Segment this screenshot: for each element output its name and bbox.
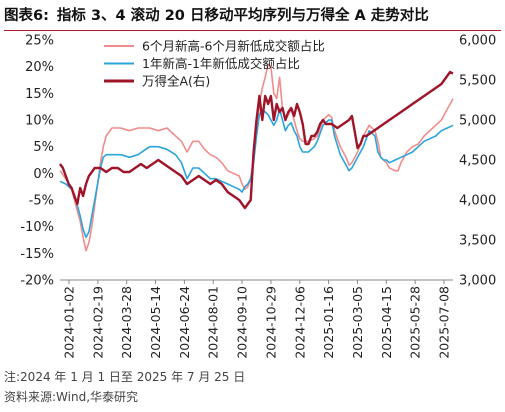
x-tick-label: 2025-07-08 [437, 286, 452, 359]
source-note: 资料来源:Wind,华泰研究 [4, 390, 139, 404]
figure-title: 指标 3、4 滚动 20 日移动平均序列与万得全 A 走势对比 [56, 8, 429, 24]
legend-label: 万得全A(右) [142, 74, 210, 89]
chart-title: 图表6: 指标 3、4 滚动 20 日移动平均序列与万得全 A 走势对比 [4, 4, 501, 30]
x-tick-label: 2024-06-24 [177, 286, 192, 359]
figure-label: 图表6: [4, 8, 49, 24]
x-tick-label: 2024-12-06 [292, 286, 307, 359]
y-right-tick-label: 3,500 [459, 234, 496, 249]
x-tick-label: 2025-03-05 [350, 286, 365, 359]
x-tick-label: 2025-05-28 [408, 286, 423, 359]
y-right-tick-label: 5,000 [459, 114, 496, 129]
x-tick-label: 2024-03-28 [119, 286, 134, 359]
x-tick-label: 2024-10-29 [263, 286, 278, 359]
y-left-tick-label: 25% [25, 34, 54, 49]
series-line-1 [59, 63, 454, 252]
y-left-tick-label: -20% [20, 274, 54, 289]
y-left-tick-label: 10% [25, 114, 54, 129]
footnote: 注:2024 年 1 月 1 日至 2025 年 7 月 25 日 [4, 370, 246, 384]
x-tick-label: 2024-01-02 [62, 286, 77, 359]
x-tick-label: 2025-04-15 [379, 286, 394, 359]
line-chart: 25% 20% 15% 10% 5% 0% -5% -10% -15% -20% 6,000 5,50… [20, 34, 496, 359]
y-right-tick-label: 3,000 [459, 274, 496, 289]
series-line-2 [59, 108, 454, 239]
x-tick-label: 2024-02-19 [90, 286, 105, 359]
y-left-tick-label: -10% [20, 220, 54, 235]
series-line-3 [59, 70, 454, 210]
y-right-tick-label: 4,000 [459, 194, 496, 209]
y-left-tick-label: -15% [20, 247, 54, 262]
chart-series [59, 63, 454, 252]
legend-label: 6个月新高-6个月新低成交额占比 [142, 39, 325, 54]
legend-label: 1年新高-1年新低成交额占比 [142, 56, 300, 71]
chart-axes: 25% 20% 15% 10% 5% 0% -5% -10% -15% -20% 6,000 5,50… [20, 34, 496, 359]
y-right-tick-label: 6,000 [459, 34, 496, 49]
y-right-tick-label: 5,500 [459, 74, 496, 89]
x-tick-label: 2024-08-01 [206, 286, 221, 359]
title-rule [4, 30, 501, 31]
x-tick-label: 2024-09-10 [235, 286, 250, 359]
y-left-tick-label: 15% [25, 87, 54, 102]
y-left-tick-label: -5% [29, 194, 54, 209]
y-left-tick-label: 20% [25, 60, 54, 75]
x-tick-label: 2024-05-14 [148, 286, 163, 359]
x-tick-label: 2025-01-16 [321, 286, 336, 359]
y-left-tick-label: 5% [33, 140, 54, 155]
y-left-tick-label: 0% [33, 167, 54, 182]
y-right-tick-label: 4,500 [459, 154, 496, 169]
